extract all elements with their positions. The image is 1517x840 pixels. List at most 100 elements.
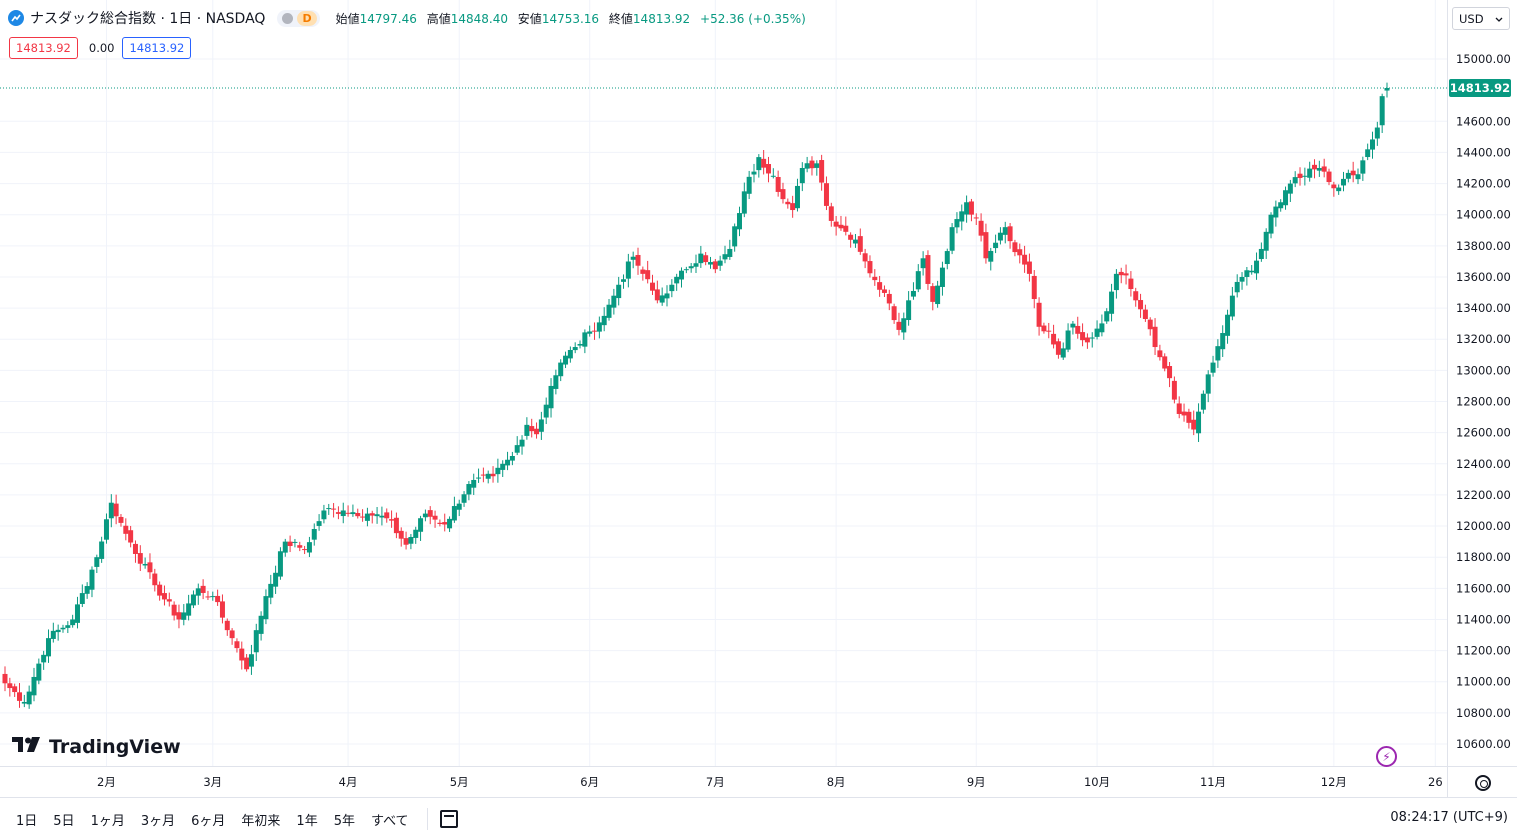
candle-body (273, 572, 279, 587)
candle-body (949, 227, 955, 251)
candle-body (1070, 323, 1076, 328)
candle-body (60, 627, 66, 630)
y-tick-label: 10600.00 (1456, 737, 1511, 751)
tradingview-logo-icon (12, 737, 42, 757)
candle-body (306, 542, 312, 553)
y-tick-label: 11800.00 (1456, 550, 1511, 564)
candle-body (398, 530, 404, 539)
candle-body (1273, 206, 1279, 218)
candle-body (930, 286, 936, 302)
candle-body (833, 221, 839, 227)
x-tick-label: 10月 (1084, 775, 1110, 789)
candle-body (587, 331, 593, 334)
candle-body (616, 284, 622, 299)
candle-body (577, 344, 583, 346)
range-button-1y[interactable]: 1年 (296, 813, 318, 829)
candle-body (1128, 278, 1134, 290)
candle-body (1312, 164, 1318, 170)
candle-body (84, 586, 90, 594)
calendar-icon[interactable] (439, 810, 458, 828)
candle-body (166, 599, 172, 602)
candle-body (1210, 362, 1216, 373)
candle-body (253, 630, 259, 653)
candle-body (707, 262, 713, 265)
candle-body (1321, 166, 1327, 172)
status-dot-icon (282, 12, 294, 24)
candle-body (297, 545, 303, 548)
lightning-icon[interactable]: ⚡ (1376, 746, 1397, 767)
range-button-ytd[interactable]: 年初来 (241, 813, 281, 829)
clock[interactable]: 08:24:17 (UTC+9) (1390, 810, 1508, 825)
y-tick-label: 12800.00 (1456, 395, 1511, 409)
candle-body (1022, 254, 1028, 265)
candle-body (828, 206, 834, 221)
candle-body (1374, 127, 1380, 139)
market-status-badge[interactable]: D (277, 9, 320, 27)
range-button-all[interactable]: すべて (370, 813, 409, 829)
candle-body (277, 551, 283, 577)
candle-body (263, 596, 269, 620)
candle-body (229, 630, 235, 639)
candle-body (1278, 202, 1284, 209)
candle-body (1331, 184, 1337, 189)
candle-body (50, 630, 56, 639)
range-button-1m[interactable]: 1ヶ月 (90, 813, 125, 829)
candle-body (1147, 319, 1153, 330)
y-tick-label: 13400.00 (1456, 301, 1511, 315)
candle-body (1360, 160, 1366, 174)
candle-body (654, 289, 660, 301)
range-button-5d[interactable]: 5日 (53, 813, 75, 829)
candle-body (910, 290, 916, 297)
candle-body (804, 163, 810, 169)
currency-label: USD (1459, 11, 1484, 26)
candle-body (968, 201, 974, 215)
x-tick-label: 3月 (203, 775, 222, 789)
candle-body (1002, 227, 1008, 235)
trade-prices: 14813.92 0.00 14813.92 (9, 37, 192, 59)
y-tick-label: 11000.00 (1456, 675, 1511, 689)
candle-body (582, 332, 588, 347)
range-button-3m[interactable]: 3ヶ月 (140, 813, 176, 829)
candle-body (534, 428, 540, 435)
candle-body (650, 282, 656, 291)
candle-body (12, 686, 18, 693)
candle-body (548, 385, 554, 409)
candle-body (1055, 341, 1061, 355)
candle-body (1026, 261, 1032, 274)
symbol-title[interactable]: ナスダック総合指数 · 1日 · NASDAQ (30, 11, 266, 27)
candle-body (1157, 350, 1163, 358)
candle-body (727, 248, 733, 257)
candle-body (1094, 328, 1100, 337)
candle-body (978, 220, 984, 236)
candle-body (838, 224, 844, 229)
candle-body (350, 512, 356, 515)
range-button-5y[interactable]: 5年 (333, 813, 355, 829)
candle-body (128, 530, 134, 543)
tradingview-logo[interactable]: TradingView (12, 736, 181, 758)
candle-body (239, 648, 245, 661)
ohlc-values: 始値14797.46 高値14848.40 安値14753.16 終値14813… (336, 10, 806, 27)
candle-body (335, 512, 341, 514)
candle-body (592, 330, 598, 332)
buy-price-button[interactable]: 14813.92 (122, 37, 192, 59)
candlestick-chart[interactable]: 10600.00 10800.00 11000.00 11200.00 11400.00… (0, 0, 1517, 797)
candle-body (157, 584, 163, 596)
candle-body (287, 541, 293, 547)
currency-select[interactable]: USD (1452, 7, 1510, 30)
candle-body (1254, 260, 1260, 274)
candle-body (751, 171, 757, 175)
candle-body (1350, 170, 1356, 176)
low-label: 安値 (517, 11, 542, 26)
settings-gear-icon[interactable] (1475, 775, 1491, 791)
y-tick-label: 12000.00 (1456, 519, 1511, 533)
range-button-6m[interactable]: 6ヶ月 (191, 813, 226, 829)
candle-body (939, 267, 945, 287)
range-button-1d[interactable]: 1日 (16, 813, 38, 829)
candle-body (1171, 380, 1177, 400)
candle-body (572, 347, 578, 351)
brand-name: TradingView (49, 736, 181, 758)
candle-body (471, 479, 477, 488)
candle-body (1065, 330, 1071, 350)
sell-price-button[interactable]: 14813.92 (9, 37, 78, 59)
candle-body (896, 321, 902, 330)
